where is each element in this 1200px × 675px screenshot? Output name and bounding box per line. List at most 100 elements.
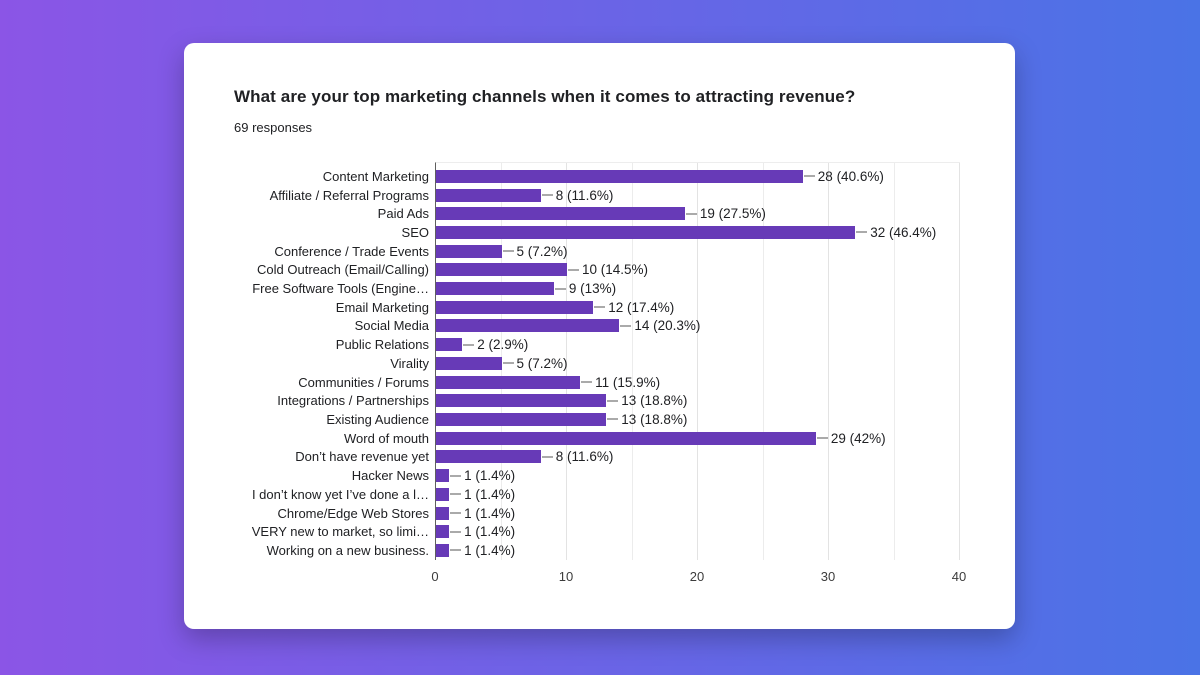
- value-label: 19 (27.5%): [699, 206, 766, 222]
- gridline: [697, 163, 698, 560]
- category-label: Content Marketing: [322, 168, 429, 184]
- chart-row: Cold Outreach (Email/Calling) 10 (14.5%): [184, 261, 1015, 280]
- bar-wrap: 1 (1.4%): [436, 468, 1015, 483]
- chart-row: Public Relations 2 (2.9%): [184, 335, 1015, 354]
- value-connector-line: [620, 324, 632, 327]
- category-label: VERY new to market, so limi…: [251, 524, 429, 540]
- bar: [436, 244, 502, 258]
- category-label: Social Media: [354, 318, 429, 334]
- bar: [436, 450, 541, 464]
- chart-row: Social Media 14 (20.3%): [184, 317, 1015, 336]
- value-connector-line: [685, 212, 697, 215]
- chart-row: SEO 32 (46.4%): [184, 223, 1015, 242]
- bar-wrap: 8 (11.6%): [436, 449, 1015, 464]
- chart-row: Don’t have revenue yet 8 (11.6%): [184, 448, 1015, 467]
- value-connector-line: [450, 530, 462, 533]
- gridline: [959, 163, 960, 560]
- value-label: 10 (14.5%): [582, 262, 649, 278]
- value-label: 29 (42%): [830, 430, 886, 446]
- value-connector-line: [803, 175, 815, 178]
- bar: [436, 394, 607, 408]
- category-label: Free Software Tools (Engine…: [252, 281, 429, 297]
- chart-row: Hacker News 1 (1.4%): [184, 466, 1015, 485]
- gridline: [631, 163, 633, 560]
- category-label: Conference / Trade Events: [274, 243, 429, 259]
- gridline: [893, 163, 895, 560]
- value-connector-line: [502, 362, 514, 365]
- bar: [436, 188, 541, 202]
- value-connector-line: [541, 455, 553, 458]
- chart-row: Working on a new business. 1 (1.4%): [184, 541, 1015, 560]
- value-connector-line: [450, 512, 462, 514]
- value-label: 28 (40.6%): [817, 168, 884, 184]
- bar: [436, 225, 856, 239]
- category-label: Don’t have revenue yet: [295, 449, 429, 465]
- value-connector-line: [816, 437, 828, 440]
- bar: [436, 525, 450, 539]
- chart-row: Content Marketing 28 (40.6%): [184, 167, 1015, 186]
- value-label: 13 (18.8%): [621, 411, 688, 427]
- chart-row: VERY new to market, so limi… 1 (1.4%): [184, 522, 1015, 541]
- chart-row: Chrome/Edge Web Stores 1 (1.4%): [184, 504, 1015, 523]
- bar-wrap: 5 (7.2%): [436, 244, 1015, 259]
- bar-wrap: 10 (14.5%): [436, 262, 1015, 277]
- chart-row: I don’t know yet I’ve done a l… 1 (1.4%): [184, 485, 1015, 504]
- bar-wrap: 12 (17.4%): [436, 300, 1015, 315]
- bar-wrap: 13 (18.8%): [436, 412, 1015, 427]
- bar-wrap: 19 (27.5%): [436, 206, 1015, 221]
- bar: [436, 169, 803, 183]
- gridline: [762, 163, 764, 560]
- chart-row: Affiliate / Referral Programs 8 (11.6%): [184, 186, 1015, 205]
- value-label: 1 (1.4%): [464, 505, 516, 521]
- category-label: Public Relations: [335, 337, 429, 353]
- bar-wrap: 1 (1.4%): [436, 524, 1015, 539]
- value-connector-line: [450, 549, 462, 552]
- bar-wrap: 5 (7.2%): [436, 356, 1015, 371]
- chart-row: Free Software Tools (Engine… 9 (13%): [184, 279, 1015, 298]
- chart-row: Word of mouth 29 (42%): [184, 429, 1015, 448]
- gridline: [566, 163, 567, 560]
- bar-wrap: 32 (46.4%): [436, 225, 1015, 240]
- category-label: SEO: [401, 224, 429, 240]
- chart-row: Communities / Forums 11 (15.9%): [184, 373, 1015, 392]
- bar-wrap: 2 (2.9%): [436, 337, 1015, 352]
- chart-row: Integrations / Partnerships 13 (18.8%): [184, 391, 1015, 410]
- bar: [436, 207, 685, 221]
- value-connector-line: [450, 474, 462, 477]
- category-label: Integrations / Partnerships: [277, 393, 429, 409]
- value-label: 32 (46.4%): [870, 224, 937, 240]
- gridline: [828, 163, 829, 560]
- value-label: 12 (17.4%): [608, 299, 675, 315]
- category-label: Chrome/Edge Web Stores: [277, 505, 430, 521]
- value-label: 1 (1.4%): [464, 542, 516, 558]
- bar-wrap: 14 (20.3%): [436, 318, 1015, 333]
- bar: [436, 375, 581, 389]
- bar: [436, 356, 502, 370]
- value-label: 13 (18.8%): [621, 393, 688, 409]
- bar: [436, 319, 620, 333]
- chart-row: Existing Audience 13 (18.8%): [184, 410, 1015, 429]
- value-label: 5 (7.2%): [516, 243, 568, 259]
- bar: [436, 543, 450, 557]
- bar: [436, 300, 594, 314]
- form-response-card: What are your top marketing channels whe…: [184, 43, 1015, 629]
- category-label: Paid Ads: [377, 206, 429, 222]
- x-axis-tick-label: 30: [820, 569, 836, 584]
- category-label: Hacker News: [351, 468, 429, 484]
- value-connector-line: [594, 306, 606, 309]
- chart-row: Email Marketing 12 (17.4%): [184, 298, 1015, 317]
- bar-wrap: 28 (40.6%): [436, 169, 1015, 184]
- category-label: Working on a new business.: [266, 542, 429, 558]
- bar: [436, 338, 463, 352]
- value-label: 1 (1.4%): [464, 486, 516, 502]
- category-label: Affiliate / Referral Programs: [269, 187, 429, 203]
- category-label: Existing Audience: [326, 411, 429, 427]
- value-connector-line: [607, 418, 619, 421]
- bar: [436, 431, 816, 445]
- value-label: 11 (15.9%): [595, 374, 661, 390]
- x-axis-tick-label: 0: [431, 569, 439, 584]
- bar: [436, 506, 450, 520]
- value-connector-line: [541, 194, 553, 197]
- x-axis-tick-label: 40: [951, 569, 967, 584]
